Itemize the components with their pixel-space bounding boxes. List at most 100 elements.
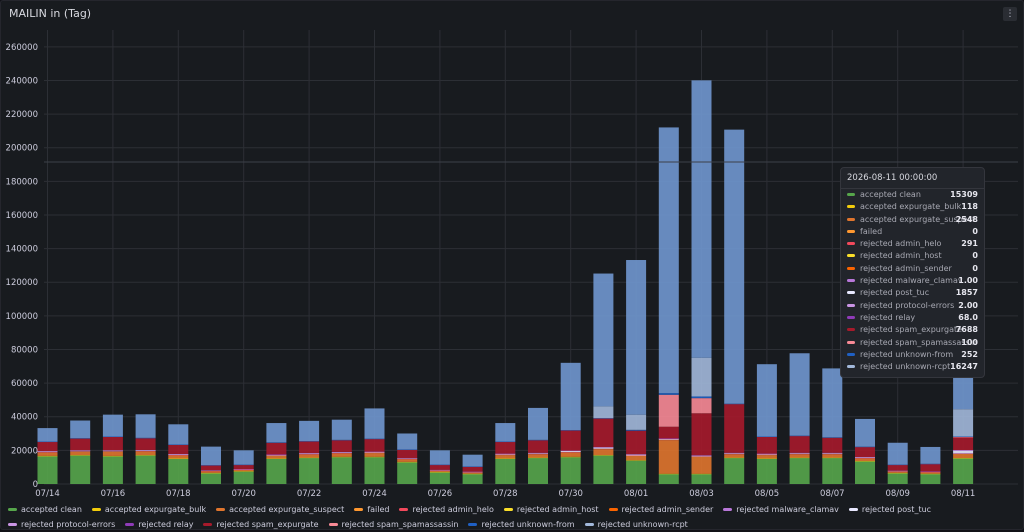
x-tick-label: 08/01 <box>624 489 649 499</box>
bar-segment-accepted-clean <box>102 456 123 484</box>
bar-segment-series-15 <box>822 368 843 438</box>
bar-segment-accepted-expurgate-bulk <box>789 457 810 459</box>
legend-swatch <box>468 523 478 526</box>
bar-segment-accepted-expurgate-bulk <box>462 473 483 475</box>
x-tick-label: 07/28 <box>493 489 518 499</box>
bar-segment-rejected-relay <box>168 454 189 455</box>
bar-segment-rejected-admin-helo <box>299 454 320 455</box>
bar-segment-rejected-admin-helo <box>495 454 516 456</box>
legend-item[interactable]: accepted clean <box>8 502 82 517</box>
bar-segment-rejected-unknown-from <box>887 464 908 466</box>
bar-segment-series-15 <box>135 414 156 438</box>
bar-segment-accepted-expurgate-suspect <box>887 471 908 473</box>
legend-swatch <box>584 523 594 526</box>
legend-swatch <box>723 508 733 511</box>
tooltip-row: accepted expurgate_suspect 2548 <box>841 214 984 226</box>
bar-segment-series-15 <box>593 273 614 407</box>
bar-segment-series-15 <box>397 433 418 450</box>
legend-swatch <box>328 523 338 526</box>
bar-segment-rejected-admin-helo <box>233 469 254 471</box>
legend-item[interactable]: rejected protocol-errors <box>8 517 115 532</box>
legend-swatch <box>354 508 364 511</box>
x-tick-label: 08/07 <box>820 489 845 499</box>
bar-segment-rejected-spam-expurgate <box>135 438 156 450</box>
bar-segment-rejected-post-tuc <box>953 450 974 454</box>
tooltip-row-value: 0 <box>972 263 978 273</box>
bar-segment-series-15 <box>528 407 548 440</box>
bar-segment-rejected-unknown-from <box>822 437 843 438</box>
tooltip-row-value: 291 <box>961 239 978 249</box>
legend-item[interactable]: failed <box>354 502 389 517</box>
x-tick-label: 08/09 <box>885 489 910 499</box>
bar-segment-rejected-spam-expurgate <box>593 418 614 448</box>
bar-segment-rejected-unknown-from <box>756 436 777 437</box>
menu-icon[interactable]: ⋮ <box>1003 7 1017 21</box>
bar-segment-accepted-clean <box>855 461 875 484</box>
tooltip-row-label: rejected spam_spamassassin <box>860 337 977 347</box>
bar-segment-accepted-clean <box>135 455 156 484</box>
series-color-swatch <box>847 254 855 258</box>
bar-segment-rejected-unknown-from <box>233 464 254 466</box>
x-tick-label: 07/26 <box>428 489 453 499</box>
bar-segment-rejected-post-tuc <box>37 451 58 453</box>
bar-segment-accepted-clean <box>920 473 941 484</box>
bar-segment-accepted-clean <box>201 473 221 484</box>
bar-segment-rejected-post-tuc <box>691 455 712 457</box>
legend-swatch <box>8 523 17 526</box>
bar-segment-accepted-clean <box>789 457 810 484</box>
legend-item[interactable]: rejected unknown-rcpt <box>584 517 688 532</box>
bar-segment-rejected-relay <box>331 451 352 453</box>
legend-item[interactable]: rejected spam_expurgate <box>203 517 319 532</box>
bar-segment-rejected-relay <box>789 452 810 454</box>
bar-segment-accepted-expurgate-bulk <box>658 473 679 475</box>
series-color-swatch <box>847 365 855 369</box>
bar-segment-rejected-spam-spamassassin <box>658 394 679 427</box>
bar-segment-series-15 <box>495 423 516 442</box>
bar-segment-rejected-admin-helo <box>201 470 221 472</box>
bar-segment-accepted-clean <box>168 458 189 484</box>
bar-segment-accepted-clean <box>658 473 679 484</box>
bar-segment-series-15 <box>691 80 712 358</box>
bar-segment-accepted-expurgate-bulk <box>168 458 189 460</box>
tooltip-row-value: 1.00 <box>958 276 978 286</box>
bar-segment-rejected-spam-expurgate <box>37 441 58 452</box>
legend-swatch <box>91 508 101 511</box>
bar-segment-series-15 <box>299 420 320 442</box>
bar-segment-rejected-spam-expurgate <box>397 449 418 459</box>
legend-item[interactable]: accepted expurgate_suspect <box>216 502 344 517</box>
legend-item[interactable]: rejected malware_clamav <box>723 502 839 517</box>
legend-label: rejected admin_helo <box>412 505 494 514</box>
bar-segment-rejected-post-tuc <box>102 450 123 452</box>
bar-segment-accepted-expurgate-suspect <box>266 455 287 459</box>
bar-segment-accepted-expurgate-suspect <box>397 459 418 462</box>
bar-segment-rejected-relay <box>593 447 614 448</box>
legend-item[interactable]: rejected admin_helo <box>399 502 494 517</box>
bar-segment-rejected-unknown-from <box>37 441 58 443</box>
legend-item[interactable]: rejected spam_spamassassin <box>328 517 458 532</box>
bar-segment-rejected-post-tuc <box>789 452 810 454</box>
legend-label: rejected admin_sender <box>621 505 714 514</box>
bar-segment-accepted-clean <box>495 458 516 484</box>
legend-item[interactable]: accepted expurgate_bulk <box>91 502 206 517</box>
legend-item[interactable]: rejected post_tuc <box>848 502 931 517</box>
bar-segment-series-15 <box>201 446 221 466</box>
bar-segment-accepted-expurgate-suspect <box>691 456 712 474</box>
bar-segment-rejected-spam-expurgate <box>560 430 581 451</box>
bar-segment-rejected-relay <box>266 454 287 455</box>
legend-item[interactable]: rejected admin_sender <box>608 502 714 517</box>
y-tick-label: 80000 <box>11 345 38 355</box>
bar-segment-rejected-unknown-from <box>331 439 352 441</box>
legend-item[interactable]: rejected unknown-from <box>468 517 575 532</box>
legend-swatch <box>503 508 513 511</box>
y-tick-label: 40000 <box>11 413 38 423</box>
legend-item[interactable]: rejected relay <box>125 517 193 532</box>
legend-item[interactable]: rejected admin_host <box>503 502 599 517</box>
bar-segment-accepted-clean <box>429 472 450 484</box>
bar-segment-accepted-expurgate-suspect <box>560 452 581 457</box>
y-tick-label: 180000 <box>6 177 38 187</box>
tooltip-row-value: 16247 <box>950 362 978 372</box>
tooltip-row: rejected relay 68.0 <box>841 312 984 324</box>
bar-segment-rejected-spam-expurgate <box>102 436 123 451</box>
y-tick-label: 220000 <box>6 110 38 120</box>
bar-segment-accepted-expurgate-suspect <box>789 454 810 458</box>
